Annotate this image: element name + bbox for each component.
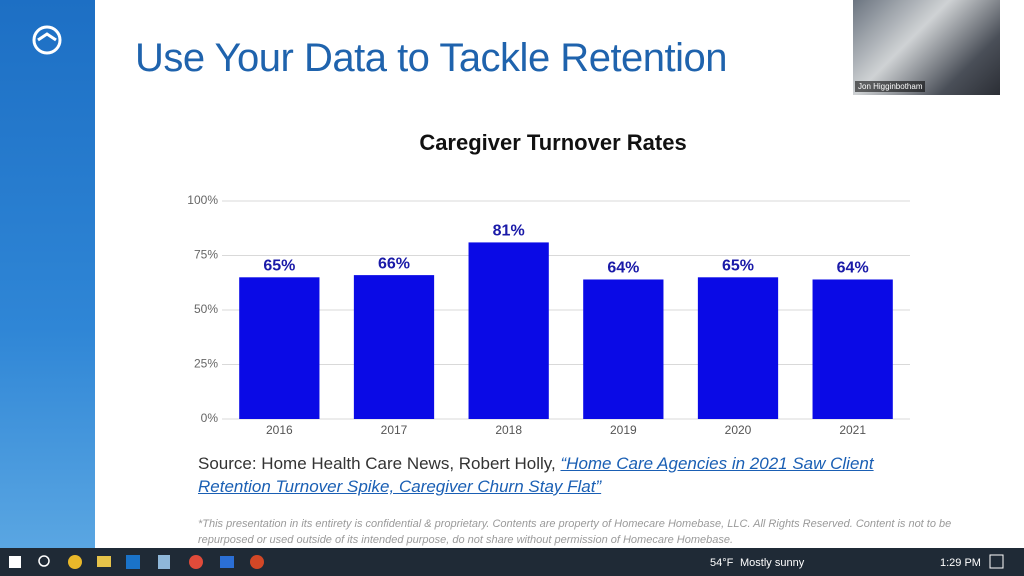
x-tick-label: 2018: [495, 423, 522, 437]
bar: [583, 279, 664, 419]
source-link[interactable]: “Home Care Agencies in 2021 Saw Client R…: [198, 454, 874, 496]
y-tick-label: 75%: [194, 248, 218, 262]
value-label: 81%: [493, 223, 525, 240]
value-label: 65%: [263, 258, 295, 275]
bar: [468, 242, 549, 419]
slide-title: Use Your Data to Tackle Retention: [135, 36, 728, 80]
y-tick-label: 25%: [194, 357, 218, 371]
x-tick-label: 2020: [725, 423, 752, 437]
footnote: *This presentation in its entirety is co…: [198, 518, 952, 546]
logo: [32, 25, 62, 55]
y-tick-label: 100%: [187, 193, 218, 207]
bar: [353, 275, 435, 419]
y-tick-label: 0%: [201, 411, 219, 425]
slide-stripe: [0, 0, 95, 548]
value-label: 66%: [378, 255, 410, 272]
x-tick-label: 2016: [266, 423, 293, 437]
bar: [239, 277, 320, 419]
value-label: 65%: [722, 258, 754, 275]
webcam: [853, 0, 1000, 95]
bar: [697, 277, 779, 419]
clock: 1:29 PM: [940, 557, 981, 569]
value-label: 64%: [607, 260, 639, 277]
x-tick-label: 2019: [610, 423, 637, 437]
webcam-name: Jon Higginbotham: [855, 81, 926, 92]
x-tick-label: 2017: [381, 423, 408, 437]
bar: [812, 279, 893, 419]
taskbar-icons: [9, 554, 1004, 569]
y-tick-label: 50%: [194, 302, 218, 316]
chart: Caregiver Turnover Rates 0% 25% 50% 75% 100%…: [187, 130, 910, 437]
source: Source: Home Health Care News, Robert Ho…: [198, 452, 888, 498]
value-label: 64%: [837, 260, 869, 277]
chart-title: Caregiver Turnover Rates: [419, 130, 686, 155]
weather: Mostly sunny: [740, 557, 805, 569]
temperature: 54°F: [710, 557, 734, 569]
x-tick-label: 2021: [839, 423, 866, 437]
source-text: Source: Home Health Care News, Robert Ho…: [198, 454, 561, 473]
taskbar: [0, 548, 1024, 576]
